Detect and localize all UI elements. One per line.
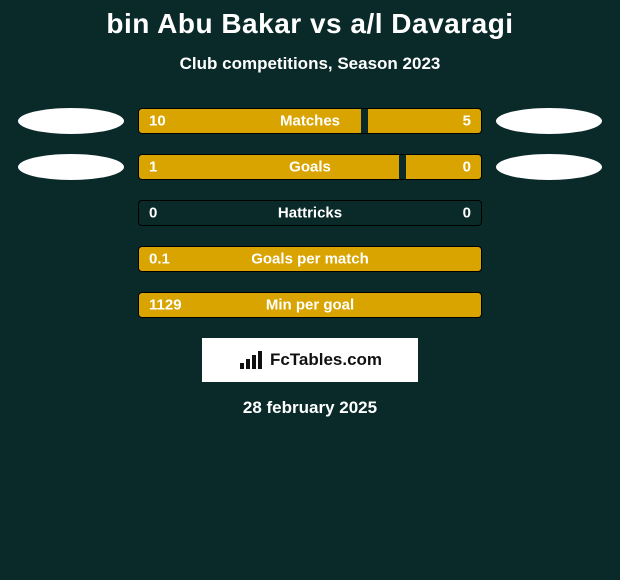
- stat-label: Min per goal: [266, 297, 354, 314]
- stat-row: 0.1 Goals per match: [0, 246, 620, 272]
- player-right-ellipse: [496, 154, 602, 180]
- left-value: 10: [149, 113, 166, 130]
- stats-rows: 10 Matches 5 1 Goals 0 0 Hattricks 0 0.1 Goals per…: [0, 108, 620, 318]
- left-value: 0.1: [149, 251, 170, 268]
- right-value: 0: [463, 159, 471, 176]
- stat-bar: 0 Hattricks 0: [138, 200, 482, 226]
- right-value: 0: [463, 205, 471, 222]
- stat-row: 10 Matches 5: [0, 108, 620, 134]
- stat-row: 0 Hattricks 0: [0, 200, 620, 226]
- left-value: 1129: [149, 297, 182, 314]
- player-left-ellipse: [18, 154, 124, 180]
- player-right-ellipse: [496, 108, 602, 134]
- bars-icon: [238, 349, 264, 371]
- stat-label: Matches: [280, 113, 340, 130]
- page-title: bin Abu Bakar vs a/l Davaragi: [0, 8, 620, 40]
- stat-bar: 10 Matches 5: [138, 108, 482, 134]
- subtitle: Club competitions, Season 2023: [0, 54, 620, 74]
- left-value: 1: [149, 159, 157, 176]
- stat-bar: 1129 Min per goal: [138, 292, 482, 318]
- stat-row: 1129 Min per goal: [0, 292, 620, 318]
- stat-bar: 1 Goals 0: [138, 154, 482, 180]
- logo-box: FcTables.com: [202, 338, 418, 382]
- player-left-ellipse: [18, 108, 124, 134]
- stat-bar: 0.1 Goals per match: [138, 246, 482, 272]
- logo-text: FcTables.com: [270, 350, 382, 370]
- stat-label: Goals: [289, 159, 331, 176]
- left-value: 0: [149, 205, 157, 222]
- stat-row: 1 Goals 0: [0, 154, 620, 180]
- stat-label: Goals per match: [251, 251, 369, 268]
- date-text: 28 february 2025: [0, 398, 620, 418]
- stat-label: Hattricks: [278, 205, 342, 222]
- bar-left-fill: [139, 155, 399, 179]
- right-value: 5: [463, 113, 471, 130]
